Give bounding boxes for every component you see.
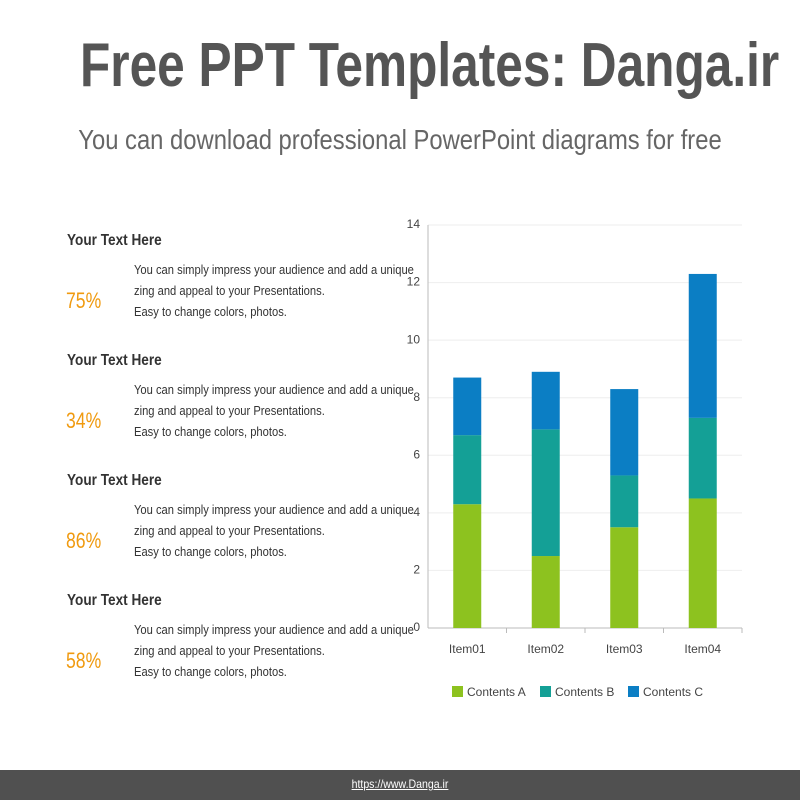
footer-bar [0, 770, 800, 800]
description-line: Easy to change colors, photos. [134, 304, 287, 319]
bar-segment [531, 556, 560, 628]
percentage-value: 86 [66, 528, 86, 553]
bar-segment [453, 435, 482, 505]
y-tick-label: 8 [413, 390, 420, 404]
block-heading: Your Text Here [67, 472, 162, 489]
y-tick-label: 12 [407, 275, 421, 289]
percentage: 75% [66, 265, 101, 319]
x-tick-label: Item01 [449, 642, 486, 656]
bar-segment [610, 527, 639, 628]
description-line: You can simply impress your audience and… [134, 262, 414, 277]
description-line: Easy to change colors, photos. [134, 544, 287, 559]
description-line: Easy to change colors, photos. [134, 664, 287, 679]
legend-label: Contents B [555, 685, 614, 699]
block-heading: Your Text Here [67, 592, 162, 609]
bar-segment [688, 273, 717, 418]
percentage: 58% [66, 625, 101, 679]
percentage-unit: % [85, 408, 102, 433]
bar-segment [531, 371, 560, 430]
description-line: You can simply impress your audience and… [134, 502, 414, 517]
bar-segment [610, 475, 639, 528]
legend-swatch [628, 686, 639, 697]
title: Free PPT Templates: Danga.ir [80, 31, 780, 100]
bar-segment [688, 498, 717, 628]
x-tick-label: Item04 [684, 642, 721, 656]
y-tick-label: 6 [413, 447, 420, 461]
percentage-unit: % [85, 528, 102, 553]
block-heading: Your Text Here [67, 232, 162, 249]
legend-label: Contents C [643, 685, 703, 699]
y-tick-label: 4 [413, 505, 420, 519]
percentage: 86% [66, 505, 101, 559]
percentage-value: 34 [66, 408, 86, 433]
description-line: zing and appeal to your Presentations. [134, 403, 325, 418]
description-line: zing and appeal to your Presentations. [134, 643, 325, 658]
percentage-value: 75 [66, 288, 86, 313]
bar-segment [531, 429, 560, 557]
percentage-unit: % [85, 288, 102, 313]
bar-segment [610, 389, 639, 476]
description-line: zing and appeal to your Presentations. [134, 523, 325, 538]
subtitle: You can download professional PowerPoint… [78, 124, 722, 155]
description-line: zing and appeal to your Presentations. [134, 283, 325, 298]
footer-link[interactable]: https://www.Danga.ir [351, 777, 449, 791]
percentage: 34% [66, 385, 101, 439]
percentage-value: 58 [66, 648, 86, 673]
y-tick-label: 0 [413, 620, 420, 634]
y-tick-label: 14 [407, 217, 421, 231]
bar-segment [453, 504, 482, 628]
description-line: You can simply impress your audience and… [134, 622, 414, 637]
description-line: You can simply impress your audience and… [134, 382, 414, 397]
bar-segment [453, 377, 482, 436]
percentage-unit: % [85, 648, 102, 673]
legend-swatch [540, 686, 551, 697]
description-line: Easy to change colors, photos. [134, 424, 287, 439]
y-tick-label: 2 [413, 563, 420, 577]
x-tick-label: Item03 [606, 642, 643, 656]
y-tick-label: 10 [407, 332, 421, 346]
legend-swatch [452, 686, 463, 697]
block-heading: Your Text Here [67, 352, 162, 369]
x-tick-label: Item02 [527, 642, 564, 656]
legend-label: Contents A [467, 685, 526, 699]
bar-segment [688, 417, 717, 499]
